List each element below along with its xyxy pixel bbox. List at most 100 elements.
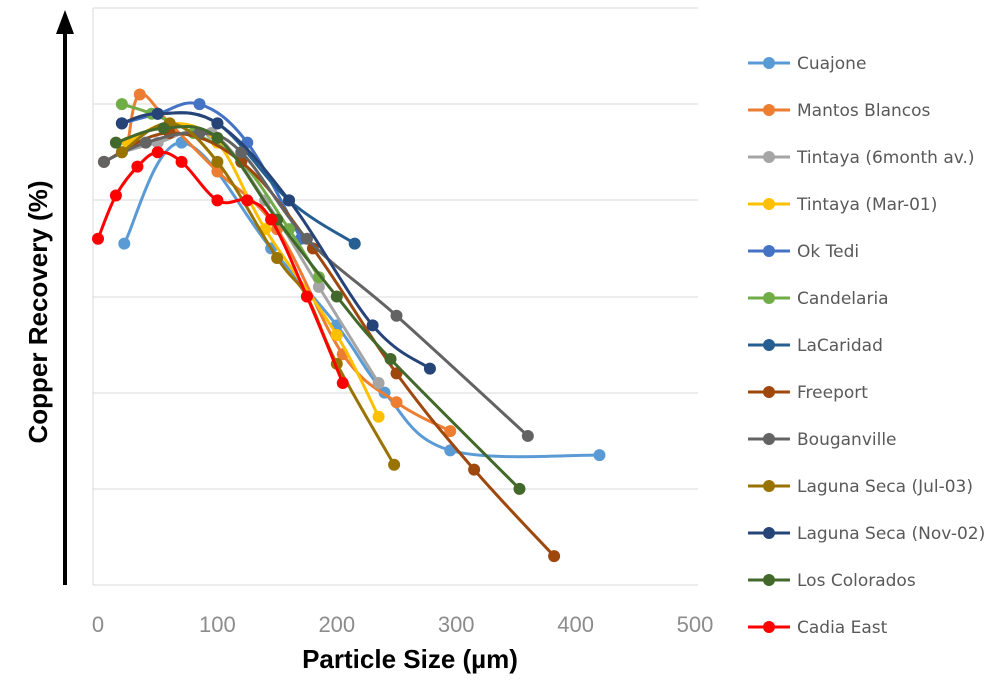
data-point-los-colorados-5	[384, 353, 397, 366]
legend-label: Los Colorados	[797, 571, 916, 591]
data-point-cuajone-6	[593, 449, 606, 462]
legend-swatch-marker	[763, 433, 775, 445]
data-point-los-colorados-1	[157, 122, 170, 135]
legend-swatch-marker	[763, 151, 775, 163]
data-point-freeport-6	[548, 550, 561, 563]
data-point-los-colorados-0	[109, 136, 122, 149]
x-tick-label: 400	[557, 612, 594, 637]
data-point-bouganville-6	[521, 429, 534, 442]
data-point-cadia-east-3	[151, 146, 164, 159]
legend: Cuajone Mantos Blancos Tintaya (6month av.…	[748, 54, 984, 638]
x-tick-labels: 0 100 200 300 400 500	[92, 612, 713, 637]
data-point-los-colorados-6	[513, 482, 526, 495]
series-cadia-east	[92, 146, 349, 390]
series-group	[92, 88, 606, 563]
legend-label: Tintaya (6month av.)	[796, 148, 975, 168]
data-point-cadia-east-0	[92, 232, 104, 245]
legend-label: Cuajone	[797, 54, 866, 74]
data-point-bouganville-3	[235, 146, 248, 159]
legend-item-laguna-seca-nov-02: Laguna Seca (Nov-02)	[748, 524, 984, 544]
data-point-laguna-seca-jul-03-6	[388, 458, 401, 471]
legend-swatch-marker	[763, 198, 775, 210]
data-point-cadia-east-6	[241, 194, 254, 207]
data-point-tintaya-mar-01-5	[372, 410, 385, 423]
x-tick-label: 500	[677, 612, 714, 637]
data-point-laguna-seca-nov-02-2	[211, 117, 224, 130]
data-point-mantos-blancos-7	[444, 425, 457, 438]
data-point-laguna-seca-nov-02-3	[283, 194, 296, 207]
data-point-cadia-east-9	[336, 377, 349, 390]
data-point-los-colorados-2	[211, 131, 224, 144]
data-point-tintaya-mar-01-4	[330, 328, 343, 341]
data-point-tintaya-6month-av-5	[372, 377, 385, 390]
legend-item-bouganville: Bouganville	[748, 430, 897, 450]
data-point-laguna-seca-jul-03-0	[115, 146, 128, 159]
series-laguna-seca-jul-03	[115, 117, 401, 471]
legend-swatch-marker	[763, 574, 775, 586]
x-tick-label: 300	[438, 612, 475, 637]
data-point-lacaridad-4	[348, 237, 361, 250]
data-point-cadia-east-5	[211, 194, 224, 207]
legend-item-tintaya-6month-av: Tintaya (6month av.)	[748, 148, 975, 168]
data-point-ok-tedi-2	[193, 98, 206, 111]
data-point-cadia-east-2	[131, 160, 144, 173]
legend-label: Candelaria	[797, 289, 889, 309]
series-bouganville	[97, 127, 534, 442]
legend-swatch-marker	[763, 527, 775, 539]
legend-item-freeport: Freeport	[748, 383, 868, 403]
y-axis-arrowhead	[56, 10, 74, 34]
legend-label: Laguna Seca (Jul-03)	[797, 477, 973, 497]
legend-swatch-marker	[763, 621, 775, 633]
x-axis-title: Particle Size (µm)	[302, 644, 518, 674]
data-point-los-colorados-4	[330, 290, 343, 303]
legend-swatch-marker	[763, 104, 775, 116]
data-point-laguna-seca-jul-03-2	[211, 155, 224, 168]
legend-swatch-marker	[763, 245, 775, 257]
x-tick-label: 100	[199, 612, 236, 637]
data-point-freeport-5	[468, 463, 481, 476]
legend-swatch-marker	[763, 480, 775, 492]
legend-item-cadia-east: Cadia East	[748, 618, 888, 638]
data-point-laguna-seca-nov-02-0	[115, 117, 128, 130]
data-point-cadia-east-4	[175, 155, 188, 168]
legend-label: Mantos Blancos	[797, 101, 931, 121]
data-point-bouganville-1	[139, 136, 152, 149]
legend-item-lacaridad: LaCaridad	[748, 336, 883, 356]
legend-label: Ok Tedi	[797, 242, 859, 262]
data-point-cuajone-0	[118, 237, 131, 250]
data-point-bouganville-4	[300, 232, 313, 245]
series-line-los-colorados	[114, 125, 521, 491]
legend-item-cuajone: Cuajone	[748, 54, 866, 74]
data-point-laguna-seca-nov-02-5	[423, 362, 436, 375]
y-axis-title: Copper Recovery (%)	[23, 181, 53, 444]
data-point-laguna-seca-jul-03-3	[271, 252, 284, 265]
data-point-freeport-3	[306, 242, 319, 255]
gridlines	[92, 7, 698, 586]
series-line-bouganville	[102, 131, 530, 438]
data-point-laguna-seca-nov-02-4	[366, 319, 379, 332]
data-point-mantos-blancos-1	[133, 88, 146, 101]
data-point-bouganville-0	[97, 155, 110, 168]
legend-swatch-marker	[763, 57, 775, 69]
series-cuajone	[118, 136, 606, 462]
legend-swatch-marker	[763, 339, 775, 351]
legend-label: Cadia East	[797, 618, 888, 638]
legend-label: LaCaridad	[797, 336, 883, 356]
legend-label: Bouganville	[797, 430, 897, 450]
axes: Copper Recovery (%) Particle Size (µm)	[23, 10, 518, 674]
legend-label: Laguna Seca (Nov-02)	[797, 524, 984, 544]
series-laguna-seca-nov-02	[115, 107, 436, 375]
data-point-mantos-blancos-6	[390, 396, 403, 409]
data-point-freeport-2	[235, 155, 248, 168]
data-point-cadia-east-8	[300, 290, 313, 303]
x-tick-label: 200	[318, 612, 355, 637]
legend-item-tintaya-mar-01: Tintaya (Mar-01)	[748, 195, 937, 215]
legend-swatch-marker	[763, 386, 775, 398]
legend-item-los-colorados: Los Colorados	[748, 571, 916, 591]
legend-item-mantos-blancos: Mantos Blancos	[748, 101, 931, 121]
legend-swatch-marker	[763, 292, 775, 304]
data-point-cadia-east-7	[265, 213, 278, 226]
series-line-cadia-east	[96, 150, 345, 385]
